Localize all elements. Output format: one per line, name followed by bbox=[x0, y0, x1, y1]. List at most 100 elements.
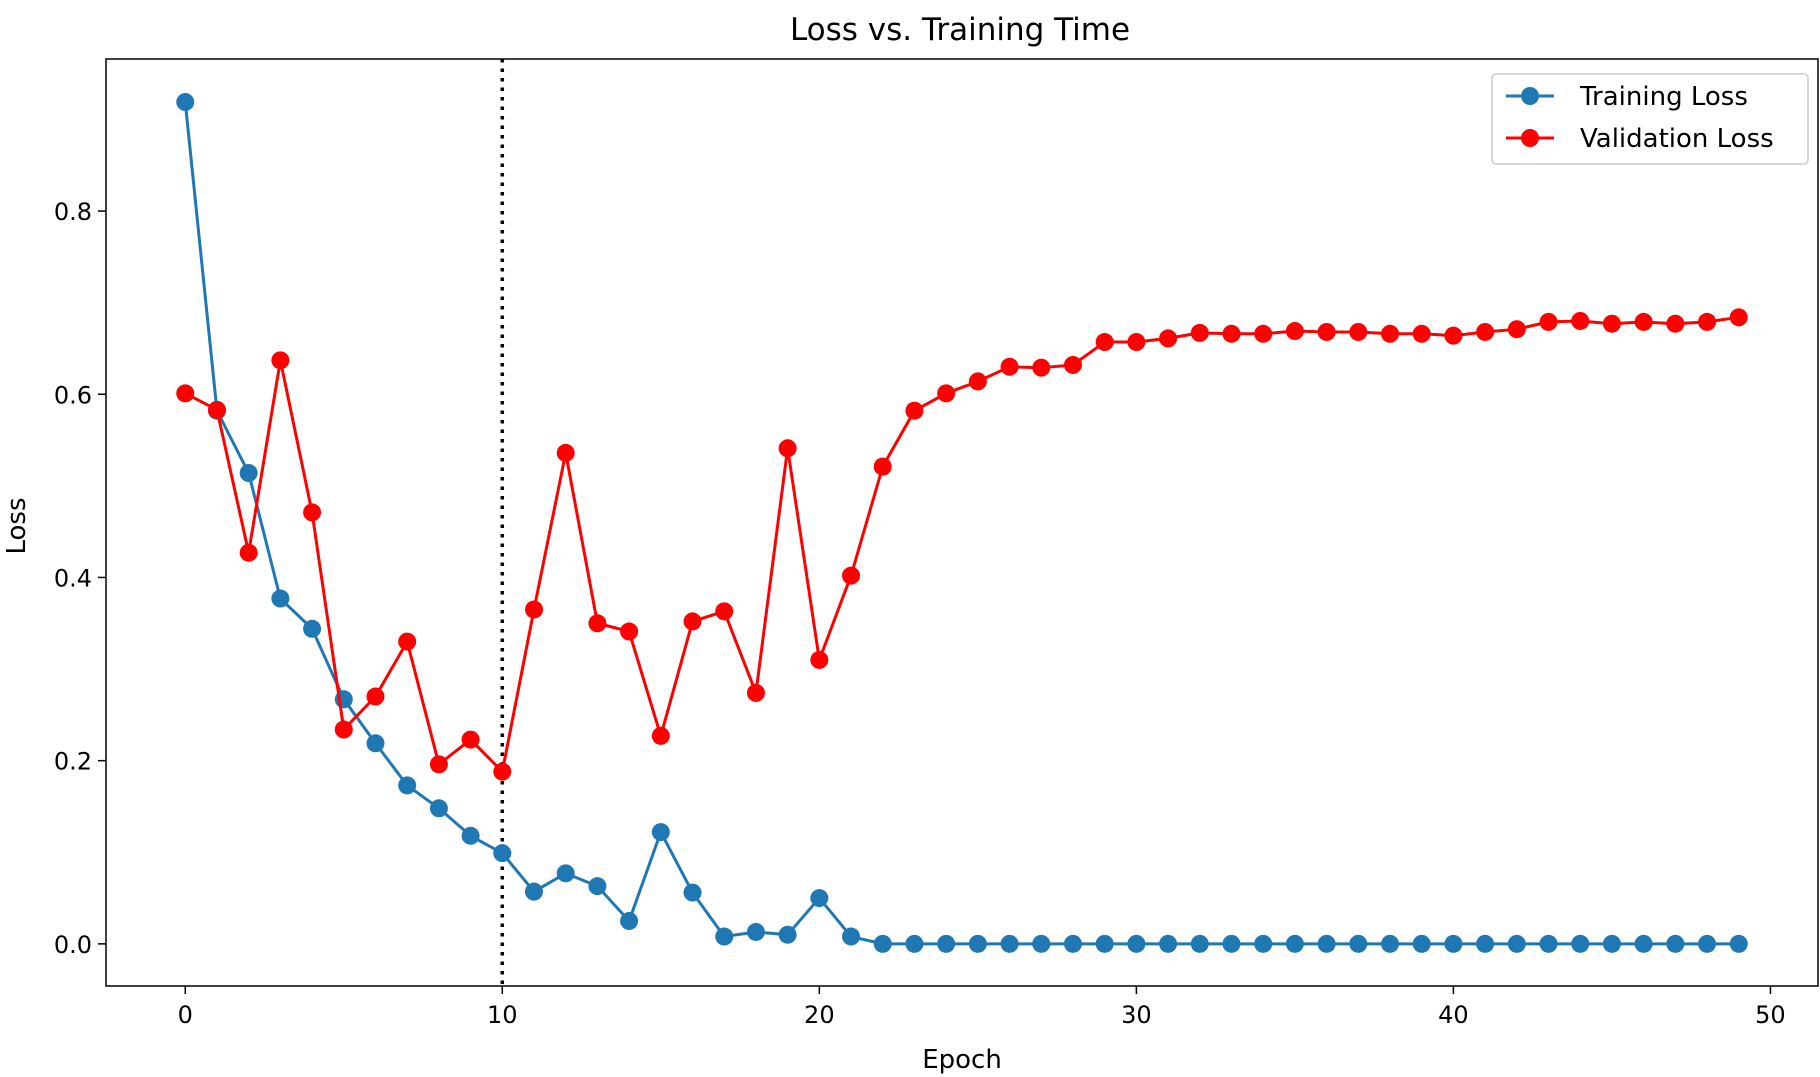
training-loss-point bbox=[271, 589, 290, 608]
validation-loss-point bbox=[1444, 326, 1463, 345]
training-loss-point bbox=[429, 799, 448, 818]
validation-loss-point bbox=[937, 384, 956, 403]
training-loss-point bbox=[651, 823, 670, 842]
training-loss-point bbox=[1571, 934, 1590, 953]
validation-loss-point bbox=[778, 439, 797, 458]
training-loss-point bbox=[968, 934, 987, 953]
validation-loss-point bbox=[1285, 322, 1304, 341]
training-loss-point bbox=[1095, 934, 1114, 953]
validation-loss-point bbox=[271, 351, 290, 370]
training-loss-point bbox=[176, 93, 195, 112]
validation-loss-point bbox=[620, 622, 639, 641]
training-loss-point bbox=[937, 934, 956, 953]
training-loss-legend-label: Training Loss bbox=[1579, 82, 1748, 112]
validation-loss-point bbox=[715, 602, 734, 621]
training-loss-point bbox=[683, 883, 702, 902]
training-loss-point bbox=[1412, 934, 1431, 953]
validation-loss-point bbox=[207, 400, 226, 419]
validation-loss-point bbox=[683, 612, 702, 631]
validation-loss-point bbox=[1000, 357, 1019, 376]
validation-loss-point bbox=[1634, 312, 1653, 331]
y-tick-label: 0.6 bbox=[54, 381, 92, 409]
validation-loss-point bbox=[1127, 333, 1146, 352]
training-loss-point bbox=[1381, 934, 1399, 953]
training-loss-point bbox=[1000, 934, 1019, 953]
validation-loss-point bbox=[1476, 322, 1495, 341]
x-tick-label: 0 bbox=[178, 1001, 193, 1029]
training-loss-point bbox=[1159, 934, 1178, 953]
validation-loss-point bbox=[176, 384, 195, 403]
x-tick-label: 20 bbox=[804, 1001, 835, 1029]
training-loss-point bbox=[1476, 934, 1495, 953]
y-tick-label: 0.8 bbox=[54, 198, 92, 226]
training-loss-point bbox=[1032, 934, 1051, 953]
x-tick-label: 40 bbox=[1438, 1001, 1469, 1029]
validation-loss-point bbox=[1539, 312, 1558, 331]
chart-title: Loss vs. Training Time bbox=[790, 12, 1130, 48]
training-loss-point bbox=[1317, 934, 1336, 953]
training-loss-point bbox=[905, 934, 924, 953]
y-tick-label: 0.2 bbox=[54, 748, 92, 776]
validation-loss-point bbox=[588, 614, 607, 633]
training-loss-point bbox=[1190, 934, 1209, 953]
legend-box bbox=[1491, 73, 1809, 165]
validation-loss-point bbox=[1032, 358, 1051, 377]
plot-area: 0 10 20 30 40 50 0.0 0.2 0.4 0.6 0.8 bbox=[54, 58, 1819, 1029]
validation-loss-point bbox=[1254, 324, 1273, 343]
training-loss-point bbox=[1666, 934, 1685, 953]
validation-loss-point bbox=[1159, 329, 1178, 348]
training-loss-point bbox=[1729, 934, 1748, 953]
training-loss-point bbox=[873, 934, 892, 953]
validation-loss-point bbox=[1412, 324, 1431, 343]
validation-loss-point bbox=[842, 566, 861, 585]
validation-loss-point bbox=[1507, 320, 1526, 339]
validation-loss-legend-marker bbox=[1521, 129, 1539, 147]
training-loss-legend-marker bbox=[1521, 87, 1539, 105]
validation-loss-point bbox=[429, 755, 448, 774]
training-loss-point bbox=[778, 925, 797, 944]
training-loss-point bbox=[1127, 934, 1146, 953]
training-loss-line bbox=[183, 101, 1739, 946]
validation-loss-point bbox=[556, 443, 575, 462]
validation-loss-point bbox=[968, 372, 987, 391]
validation-loss-point bbox=[1666, 314, 1685, 333]
validation-loss-point bbox=[1729, 308, 1748, 327]
validation-loss-legend-label: Validation Loss bbox=[1580, 124, 1774, 154]
training-loss-point bbox=[366, 734, 385, 753]
legend: Training Loss Validation Loss bbox=[1491, 73, 1809, 165]
x-tick-label: 10 bbox=[487, 1001, 518, 1029]
validation-loss-point bbox=[873, 457, 892, 476]
validation-loss-point bbox=[334, 720, 353, 739]
training-loss-point bbox=[842, 927, 861, 946]
validation-loss-point bbox=[239, 543, 258, 562]
y-tick-label: 0.0 bbox=[54, 931, 92, 959]
validation-loss-point bbox=[1190, 323, 1209, 342]
validation-loss-point bbox=[303, 503, 322, 522]
validation-loss-point bbox=[1571, 311, 1590, 330]
validation-loss-point bbox=[1381, 324, 1399, 343]
training-loss-point bbox=[239, 464, 258, 483]
training-loss-point bbox=[461, 826, 480, 845]
training-loss-point bbox=[746, 922, 765, 941]
training-loss-point bbox=[303, 619, 322, 638]
training-loss-point bbox=[1634, 934, 1653, 953]
training-loss-point bbox=[620, 911, 639, 930]
y-tick-label: 0.4 bbox=[54, 564, 92, 592]
training-loss-point bbox=[1444, 934, 1463, 953]
validation-loss-point bbox=[366, 687, 385, 706]
training-loss-point bbox=[1698, 934, 1717, 953]
validation-loss-point bbox=[1063, 355, 1082, 374]
validation-loss-line bbox=[184, 315, 1739, 774]
training-loss-point bbox=[1507, 934, 1526, 953]
validation-loss-point bbox=[1317, 322, 1336, 341]
validation-loss-point bbox=[1698, 312, 1717, 331]
training-loss-point bbox=[1349, 934, 1368, 953]
training-loss-point bbox=[1539, 934, 1558, 953]
training-loss-point bbox=[1602, 934, 1621, 953]
y-axis-label: Loss bbox=[2, 497, 32, 554]
training-loss-point bbox=[588, 877, 607, 896]
training-loss-point bbox=[715, 927, 734, 946]
training-loss-point bbox=[398, 776, 417, 795]
validation-loss-point bbox=[905, 401, 924, 420]
